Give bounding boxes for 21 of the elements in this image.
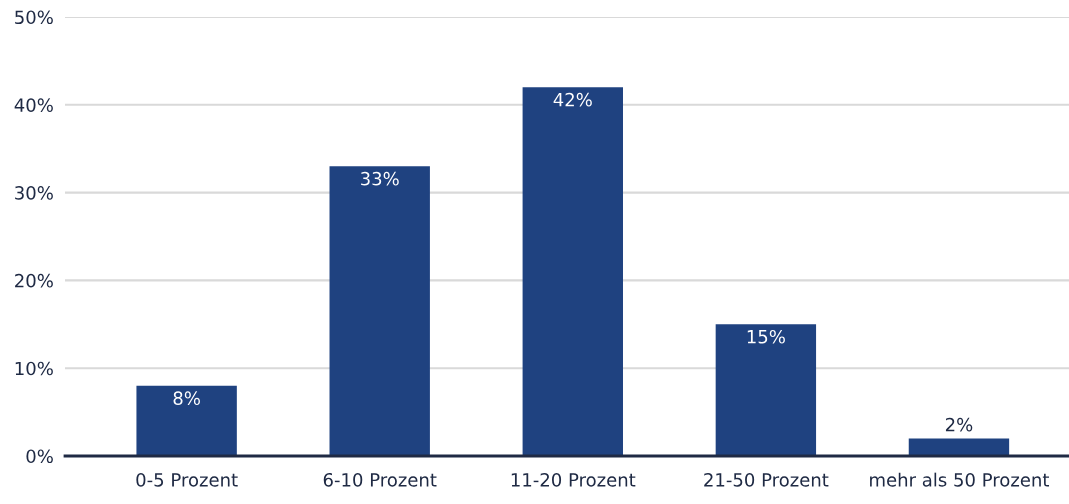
x-tick-label: 6-10 Prozent [323, 472, 437, 487]
y-tick-label: 50% [15, 10, 53, 25]
y-tick-label: 0% [26, 449, 53, 464]
x-tick-label: 11-20 Prozent [511, 472, 636, 487]
bar [329, 166, 430, 456]
data-label: 42% [553, 92, 592, 107]
x-tick-label: 21-50 Prozent [704, 472, 829, 487]
x-tick-label: 0-5 Prozent [136, 472, 238, 487]
data-label: 2% [945, 417, 973, 432]
bar [715, 324, 817, 456]
bar [136, 385, 237, 456]
y-tick-label: 40% [14, 98, 53, 112]
bar [522, 87, 623, 456]
y-tick-label: 10% [15, 361, 53, 376]
data-label: 15% [747, 329, 785, 344]
x-tick-label: mehr als 50 Prozent [870, 472, 1050, 487]
y-tick-label: 20% [15, 273, 53, 288]
y-tick-label: 30% [15, 186, 53, 200]
data-label: 33% [361, 171, 399, 186]
bar [908, 438, 1010, 456]
data-label: 8% [173, 391, 200, 405]
